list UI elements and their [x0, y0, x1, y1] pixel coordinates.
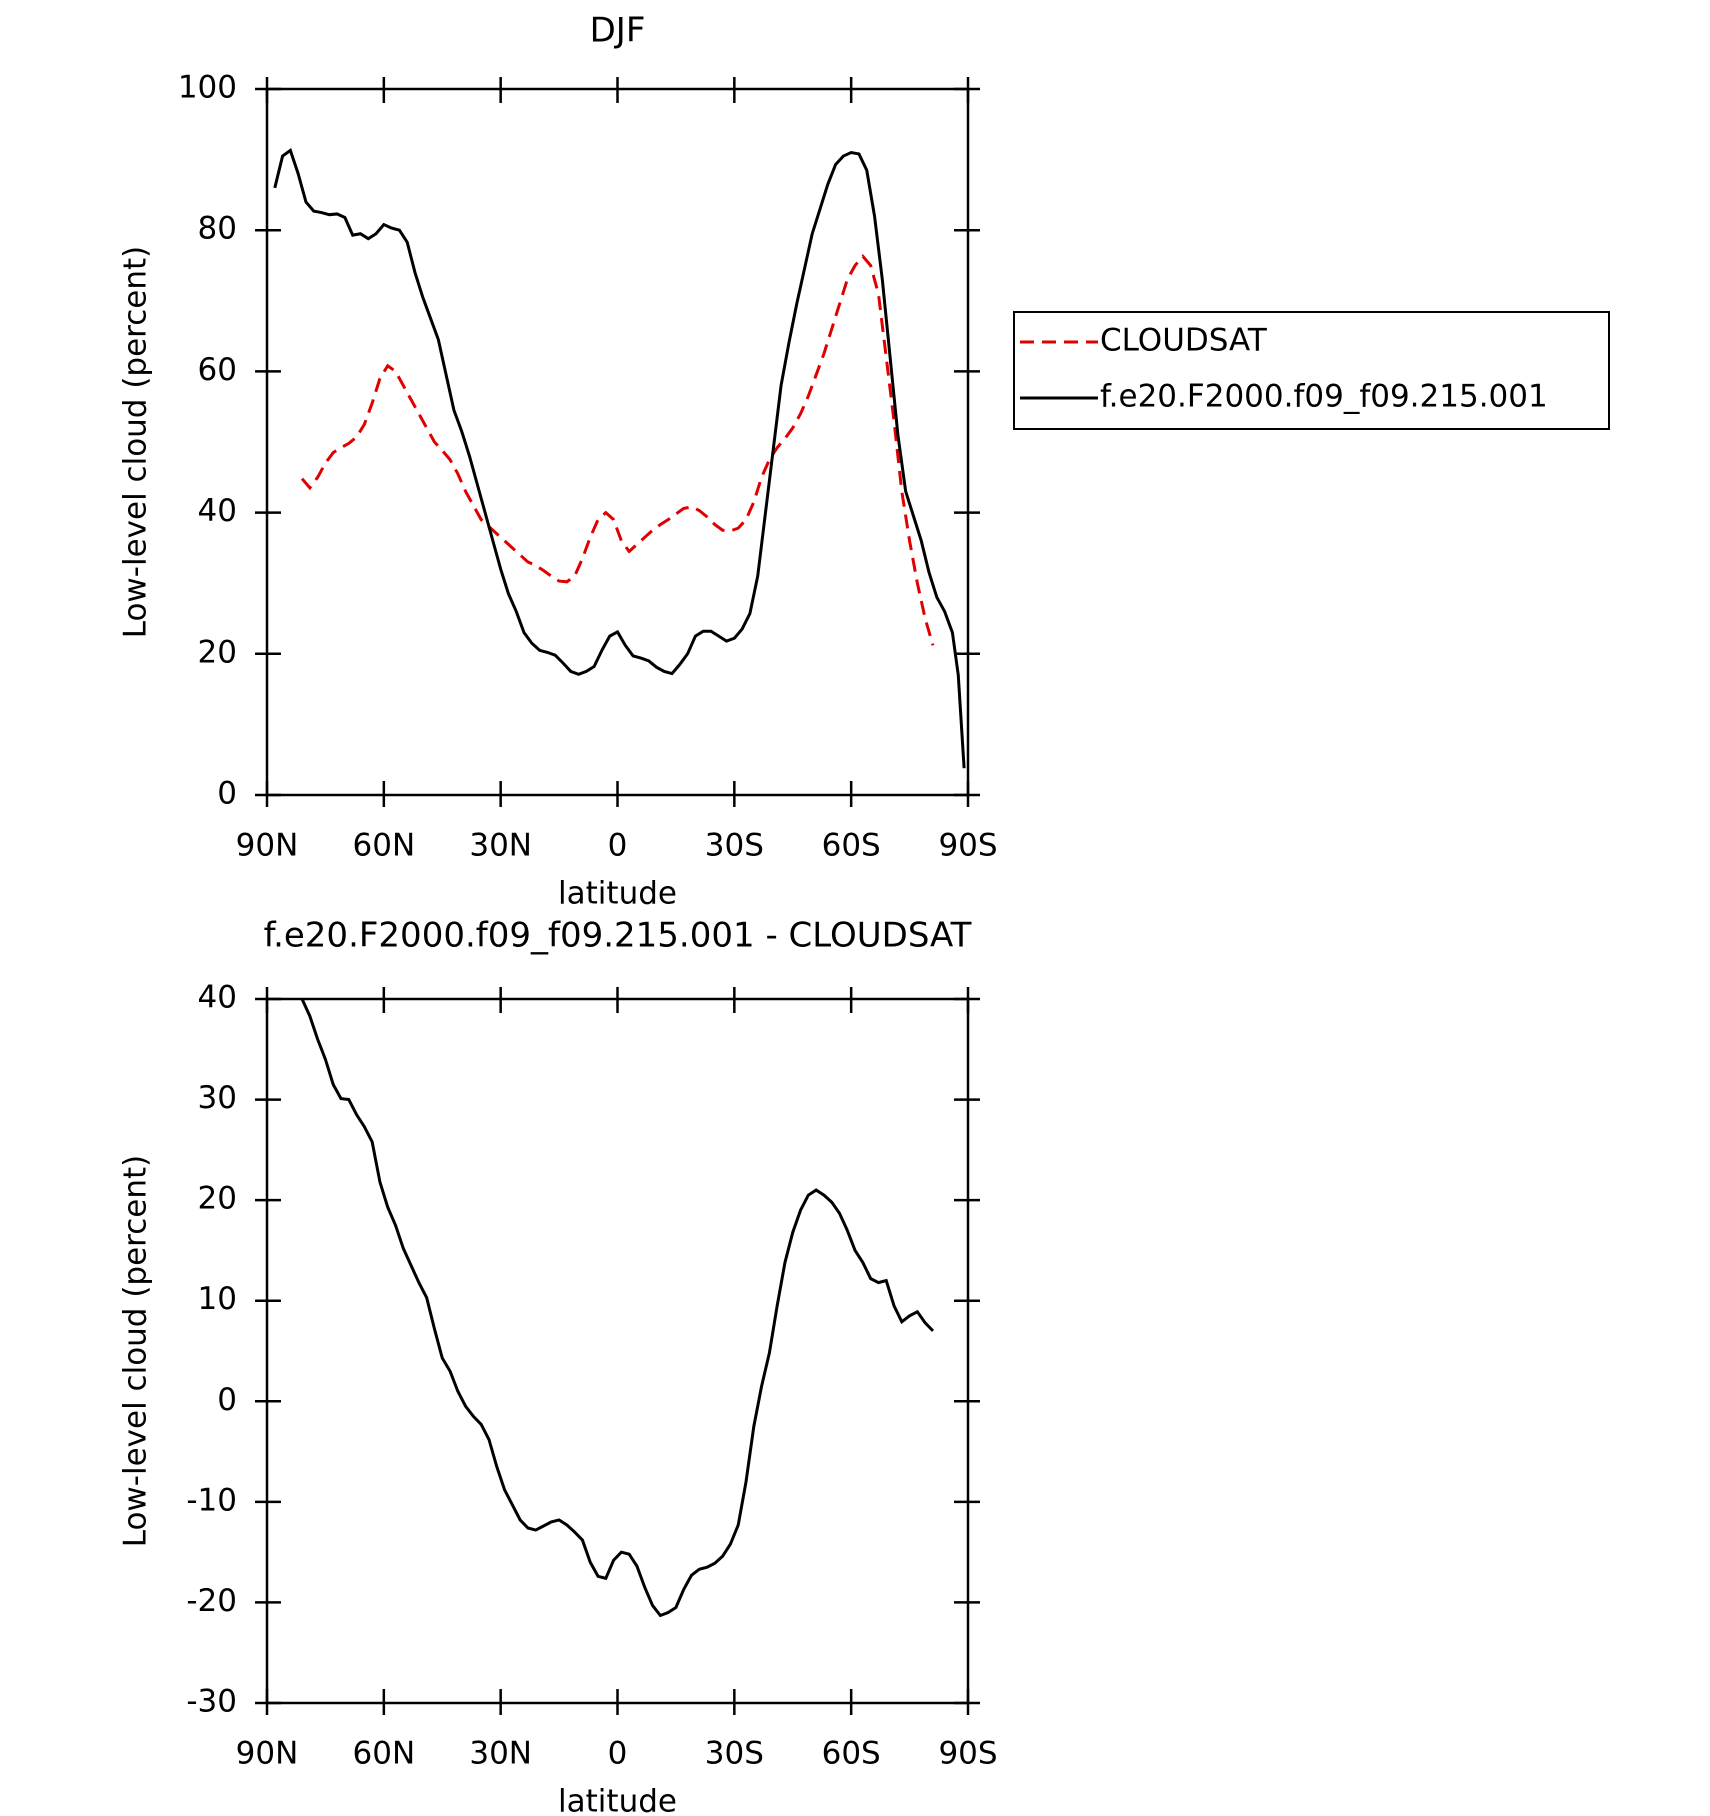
x-tick-label: 60N	[353, 1736, 416, 1772]
y-tick-label: 80	[198, 211, 237, 247]
y-axis-label: Low-level cloud (percent)	[118, 1155, 154, 1548]
data-line	[300, 998, 935, 1618]
y-tick-label: -20	[186, 1583, 237, 1619]
x-tick-label: 30S	[705, 828, 764, 864]
x-tick-label: 30N	[469, 828, 532, 864]
x-tick-label: 90S	[938, 828, 997, 864]
data-line	[300, 254, 935, 646]
chart-title: f.e20.F2000.f09_f09.215.001 - CLOUDSAT	[264, 916, 972, 956]
legend-box	[1013, 311, 1610, 430]
y-tick-label: 40	[198, 493, 237, 529]
chart-title: DJF	[590, 11, 646, 51]
legend-label: CLOUDSAT	[1100, 323, 1268, 359]
x-tick-label: 30N	[469, 1736, 532, 1772]
y-tick-label: 0	[217, 776, 237, 812]
x-tick-label: 90S	[938, 1736, 997, 1772]
y-axis-label: Low-level cloud (percent)	[118, 246, 154, 639]
x-axis-label: latitude	[558, 876, 677, 912]
plot-frame	[265, 997, 970, 1705]
x-tick-label: 0	[608, 1736, 628, 1772]
y-tick-label: 60	[198, 352, 237, 388]
data-line	[273, 148, 966, 769]
y-tick-label: 30	[198, 1080, 237, 1116]
y-tick-label: 10	[198, 1281, 237, 1317]
x-tick-label: 90N	[236, 1736, 299, 1772]
x-tick-label: 30S	[705, 1736, 764, 1772]
y-tick-label: 100	[178, 70, 237, 106]
plot-frame	[265, 87, 970, 797]
y-tick-label: 20	[198, 1181, 237, 1217]
y-tick-label: 0	[217, 1382, 237, 1418]
y-tick-label: 40	[198, 980, 237, 1016]
y-tick-label: 20	[198, 634, 237, 670]
x-tick-label: 90N	[236, 828, 299, 864]
x-axis-label: latitude	[558, 1784, 677, 1816]
y-tick-label: -30	[186, 1684, 237, 1720]
y-tick-label: -10	[186, 1482, 237, 1518]
x-tick-label: 60S	[822, 828, 881, 864]
x-tick-label: 0	[608, 828, 628, 864]
legend-label: f.e20.F2000.f09_f09.215.001	[1100, 379, 1548, 415]
x-tick-label: 60N	[353, 828, 416, 864]
x-tick-label: 60S	[822, 1736, 881, 1772]
